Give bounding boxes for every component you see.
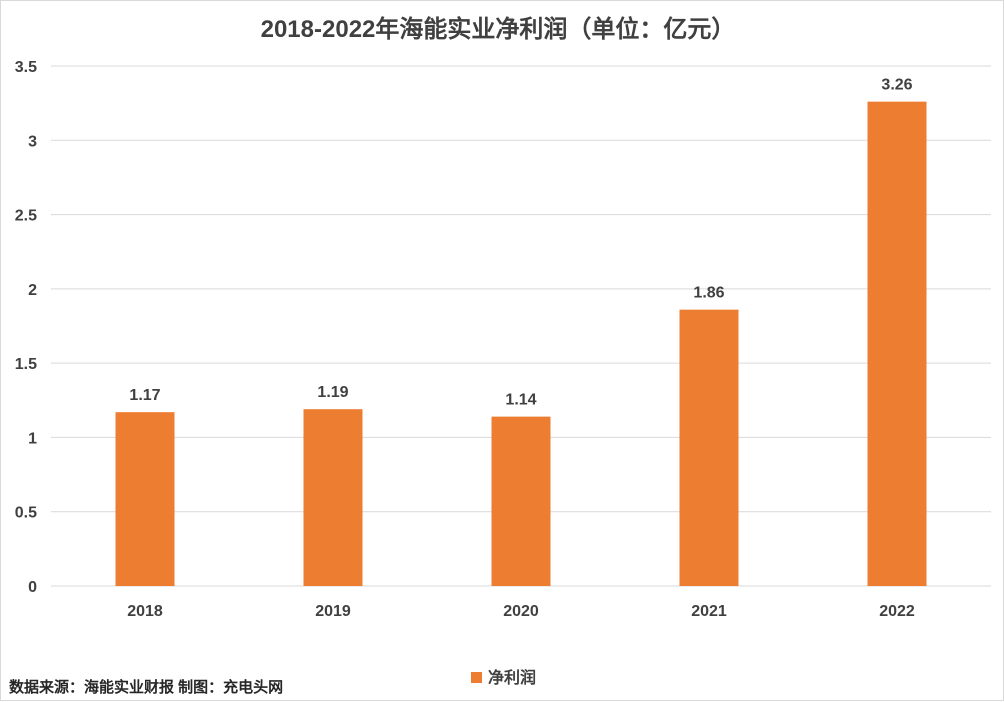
y-tick-label: 1 [28, 430, 37, 447]
data-label: 3.26 [881, 77, 912, 94]
data-label: 1.19 [317, 384, 348, 401]
legend: 净利润 [471, 668, 536, 687]
y-tick-label: 0.5 [15, 505, 37, 522]
x-tick-label: 2021 [691, 603, 727, 620]
bar [303, 409, 363, 586]
x-tick-label: 2022 [879, 603, 915, 620]
y-axis-tick-labels: 0 0.5 1 1.5 2 2.5 3 3.5 [15, 59, 37, 596]
bars [115, 101, 927, 587]
source-note: 数据来源：海能实业财报 制图：充电头网 [9, 678, 283, 696]
data-labels: 1.17 1.19 1.14 1.86 3.26 [129, 77, 912, 409]
bar [115, 412, 175, 586]
y-tick-label: 1.5 [15, 356, 37, 373]
bar [491, 416, 551, 586]
data-label: 1.17 [129, 387, 160, 404]
y-tick-label: 3.5 [15, 59, 37, 76]
data-label: 1.86 [693, 285, 724, 302]
x-tick-label: 2020 [503, 603, 539, 620]
y-tick-label: 2 [28, 282, 37, 299]
data-label: 1.14 [505, 392, 536, 409]
x-tick-label: 2019 [315, 603, 351, 620]
legend-label: 净利润 [488, 668, 536, 687]
x-axis-tick-labels: 2018 2019 2020 2021 2022 [127, 603, 915, 620]
bar [867, 101, 927, 587]
bar [679, 309, 739, 586]
y-tick-label: 2.5 [15, 208, 37, 225]
y-tick-label: 0 [28, 579, 37, 596]
x-tick-label: 2018 [127, 603, 163, 620]
chart-title: 2018-2022年海能实业净利润（单位：亿元） [261, 15, 736, 43]
y-tick-label: 3 [28, 133, 37, 150]
legend-swatch [471, 672, 482, 683]
